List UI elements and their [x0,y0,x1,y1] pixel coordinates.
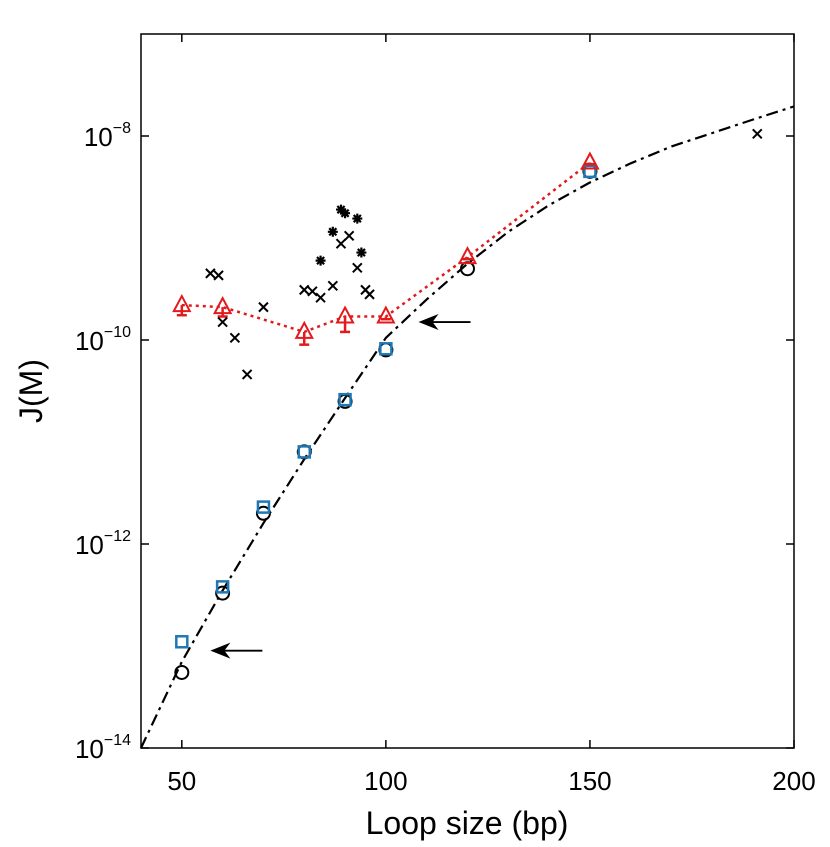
y-tick-label: 10−8 [84,120,131,152]
arrow-head [418,314,439,331]
cross-marker [205,268,216,279]
triangle-marker [172,293,192,313]
cross-marker [352,262,363,274]
asterisk-marker [315,255,326,266]
square-marker [338,392,352,407]
triangle-marker [457,245,478,265]
square-marker [583,164,597,179]
asterisk-marker [335,204,346,215]
triangle-marker [294,320,314,339]
asterisk-marker [352,213,363,224]
y-tick-label: 10−14 [75,732,131,764]
annotation-layer [210,314,471,659]
cross-marker [217,316,228,328]
axis-layer: 50 100 150 200 10−14 10−12 10−10 10−8 [75,34,816,796]
cross-marker [307,286,318,297]
cross-marker [315,292,326,303]
cross-marker [335,238,347,249]
triangle-marker [212,296,233,315]
series-circle [174,163,598,680]
arrow-head [210,642,231,659]
cross-marker [364,289,375,300]
cross-marker [258,301,269,313]
cross-marker [241,369,253,380]
x-tick-label: 150 [568,766,611,796]
fit-curve [140,105,795,749]
fit-curve-layer [140,105,795,749]
triangle-marker [376,305,396,324]
series-triangle [172,151,600,346]
cross-marker [213,270,224,281]
asterisk-marker [340,208,351,219]
square-marker [256,500,271,514]
square-marker [175,635,189,649]
circle-marker [174,664,190,680]
square-marker [215,580,230,594]
triangle-marker [580,151,600,170]
square-marker [379,342,393,356]
triangle-marker [335,305,355,324]
x-tick-label: 50 [167,766,196,796]
cross-marker [752,128,763,140]
y-tick-label: 10−12 [75,528,131,560]
asterisk-marker [356,247,367,258]
y-tick-label: 10−10 [75,324,131,356]
x-tick-label: 200 [772,766,815,796]
square-marker [297,445,311,459]
y-axis-title: J(M) [13,359,49,423]
x-axis-title: Loop size (bp) [366,805,569,841]
series-square [175,164,597,649]
cross-marker [229,332,241,344]
x-tick-label: 100 [364,766,407,796]
asterisk-marker [327,226,338,237]
plot-frame [140,33,795,749]
series-cross [205,128,763,380]
series-asterisk [315,204,367,266]
cross-marker [299,284,310,296]
series-layer [172,128,763,680]
cross-marker [343,230,355,242]
cross-marker [327,280,339,291]
